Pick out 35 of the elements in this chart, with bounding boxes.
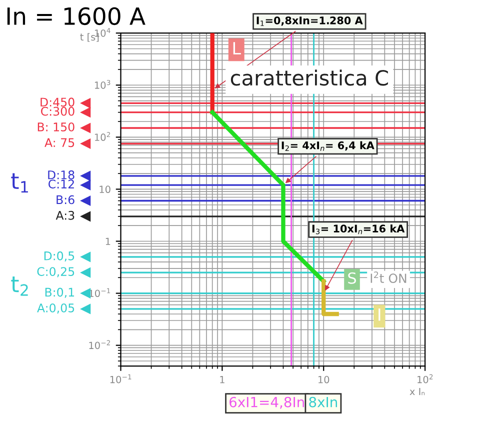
ref-line-label: B:0,1 <box>45 288 74 298</box>
ref-line-label: D:0,5 <box>44 251 74 262</box>
ref-line-label: A:3 <box>56 210 74 220</box>
y-tick-label: 10$^{−2}$ <box>89 340 110 350</box>
x-tick-label: 10$^{2}$ <box>418 374 433 384</box>
annotation: S <box>348 272 356 284</box>
ref-line-label: C:12 <box>48 180 74 189</box>
ref-line-label: C:300 <box>41 106 74 116</box>
y-tick-label: 1 <box>106 238 110 245</box>
ref-line-label: A:0,05 <box>37 303 74 314</box>
annotation: L <box>233 42 241 54</box>
x-tick-label: 10 <box>318 376 330 384</box>
annotation: I$_{3}$= 10xI$_{n}$=16 kA <box>312 224 405 234</box>
text: t$_{1}$ <box>11 173 28 193</box>
ref-line-label: A: 75 <box>44 138 74 148</box>
x-tick-label: 10$^{−1}$ <box>110 374 132 384</box>
annotation: I$_{2}$= 4xI$_{n}$= 6,4 kA <box>282 141 374 151</box>
ref-line-label: D:18 <box>48 170 74 180</box>
x-axis-title: x Iₙ <box>410 388 425 396</box>
ref-line-label: D:450 <box>40 98 74 107</box>
y-tick-label: 10 <box>100 186 110 194</box>
x-tick-label: 1 <box>220 376 224 384</box>
annotation: caratteristica C <box>230 70 388 86</box>
chart-title: In = 1600 A <box>7 7 146 26</box>
ref-line-label: 6xI1=4,8In <box>230 396 304 409</box>
y-tick-label: 10$^{3}$ <box>94 80 110 89</box>
annotation: I$_{1}$=0,8xIn=1.280 A <box>256 16 363 26</box>
ref-line-label: C:0,25 <box>37 267 74 278</box>
ref-line-label: 8xIn <box>309 396 337 408</box>
annotation: I <box>378 308 380 321</box>
y-tick-label: 10$^{2}$ <box>94 132 110 141</box>
ref-line-label: B:6 <box>56 195 74 204</box>
annotation: I$^{2}$t ON <box>370 272 406 283</box>
ref-line-label: B: 150 <box>38 122 74 132</box>
text: t$_{2}$ <box>11 276 28 296</box>
